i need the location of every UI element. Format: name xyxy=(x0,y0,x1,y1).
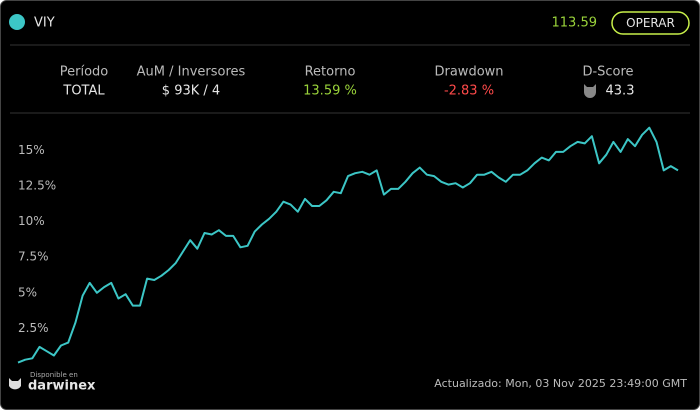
stat-value: 13.59 % xyxy=(303,84,357,99)
brand-logo xyxy=(9,378,21,390)
y-tick-label: 2.5% xyxy=(18,321,49,335)
y-tick-label: 7.5% xyxy=(18,250,49,264)
stat-value: $ 93K / 4 xyxy=(162,84,220,99)
stat-label: Drawdown xyxy=(434,65,503,80)
updated-time: Actualizado: Mon, 03 Nov 2025 23:49:00 G… xyxy=(434,377,687,390)
equity-line xyxy=(17,126,679,364)
stat-value: TOTAL xyxy=(62,84,105,99)
operate-button[interactable] xyxy=(611,11,690,35)
badge-brand: darwinex xyxy=(28,379,96,394)
stat-label: Retorno xyxy=(305,65,356,80)
y-tick-label: 15% xyxy=(18,143,45,157)
stat-value: 43.3 xyxy=(606,84,635,99)
operate-button-label[interactable]: OPERAR xyxy=(626,16,675,30)
badge-caption: Disponible en xyxy=(30,371,78,379)
y-tick-label: 12.5% xyxy=(18,179,56,193)
y-tick-label: 10% xyxy=(18,214,45,228)
y-tick-label: 5% xyxy=(18,285,37,299)
stat-label: D-Score xyxy=(582,65,633,80)
stat-label: Período xyxy=(60,65,109,80)
stat-value: -2.83 % xyxy=(444,84,494,99)
darwin-name: VIY xyxy=(34,16,55,31)
price: 113.59 xyxy=(552,16,598,31)
dscore-icon xyxy=(584,84,596,98)
status-dot xyxy=(9,14,25,30)
stat-label: AuM / Inversores xyxy=(137,65,246,80)
